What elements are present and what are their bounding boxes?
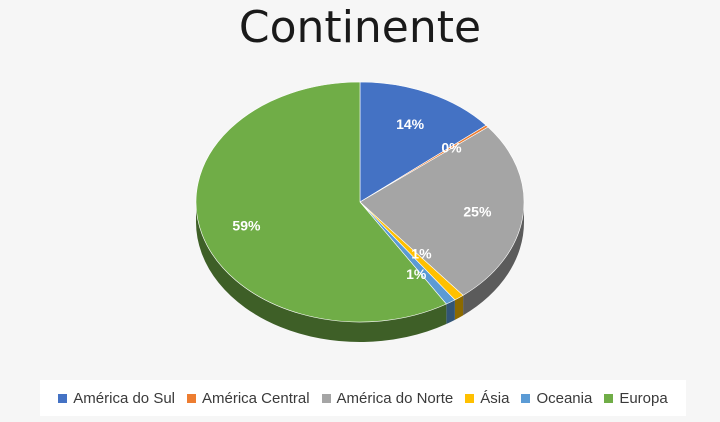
data-label-américa-central: 0% <box>441 139 462 155</box>
data-label-europa: 59% <box>232 218 261 234</box>
data-label-américa-do-norte: 25% <box>463 203 492 219</box>
legend-item-oceania: Oceania <box>521 390 592 407</box>
legend-swatch <box>604 393 614 403</box>
legend-item-américa-central: América Central <box>187 390 310 407</box>
pie-side-oceania <box>446 299 455 325</box>
data-label-ásia: 1% <box>411 245 432 261</box>
legend: América do Sul América Central América do … <box>40 380 686 416</box>
legend-item-américa-do-sul: América do Sul <box>58 390 175 407</box>
pie-side-ásia <box>454 295 464 320</box>
legend-item-américa-do-norte: América do Norte <box>321 389 454 407</box>
data-label-américa-do-sul: 14% <box>396 116 425 132</box>
pie-slice-américa-do-sul <box>359 81 487 203</box>
pie-slice-américa-do-norte <box>359 126 525 296</box>
legend-label: Oceania <box>536 389 593 407</box>
legend-label: América do Norte <box>336 389 454 407</box>
legend-swatch <box>321 393 331 403</box>
pie-sides <box>196 202 524 343</box>
legend-label: América do Sul <box>73 389 175 407</box>
legend-swatch <box>521 393 531 403</box>
legend-label: Ásia <box>480 389 510 407</box>
legend-swatch <box>187 393 196 403</box>
legend-item-europa: Europa <box>604 389 668 407</box>
legend-item-ásia: Ásia <box>465 390 509 407</box>
legend-swatch <box>58 393 68 403</box>
chart-title: Continente <box>238 2 482 53</box>
pie-side-europa <box>196 202 447 343</box>
pie-side-américa-do-norte <box>463 202 524 316</box>
pie-chart: 14% 0% 25% 1% 1% 59% <box>195 81 525 343</box>
legend-label: Europa <box>619 389 668 407</box>
pie-slice-europa <box>195 81 447 323</box>
legend-swatch <box>465 393 475 403</box>
legend-label: América Central <box>202 389 310 407</box>
data-label-oceania: 1% <box>406 266 427 282</box>
